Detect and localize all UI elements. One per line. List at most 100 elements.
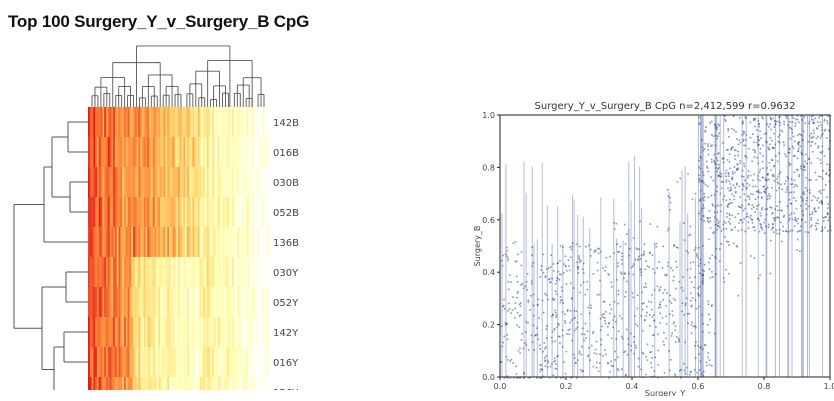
heatmap-cell [109,347,112,378]
scatter-point [761,176,764,179]
heatmap-cell [187,257,190,288]
scatter-point [707,196,710,199]
scatter-point [555,316,558,318]
scatter-point [562,246,564,248]
heatmap-cell [223,197,226,228]
scatter-point [692,325,695,328]
heatmap-cell [242,227,246,258]
heatmap-cell [95,137,98,168]
scatter-point [699,360,702,363]
scatter-point [500,361,502,364]
heatmap-cell [138,197,141,228]
heatmap-cell [118,347,121,378]
scatter-point [698,369,701,371]
heatmap-cell [208,317,211,348]
scatter-point [824,184,827,186]
heatmap-cell [199,107,202,138]
scatter-point [689,371,692,373]
heatmap-cell [183,287,186,318]
heatmap-cell [190,167,193,198]
scatter-point [750,255,752,257]
scatter-point [588,244,590,247]
row-label: 136B [273,238,299,249]
scatter-point [542,253,545,256]
scatter-point [730,147,733,149]
scatter-point [518,303,521,306]
scatter-point [716,128,718,131]
scatter-point [822,132,824,135]
scatter-point [774,208,776,210]
scatter-point [656,267,658,269]
scatter-point [614,359,616,361]
heatmap-cell [98,107,102,138]
scatter-point [522,347,525,350]
heatmap-cell [230,287,233,318]
scatter-point [598,248,601,250]
scatter-point [764,208,767,210]
heatmap-cell [109,287,112,318]
heatmap-cell [248,197,251,228]
heatmap-cell [104,107,107,138]
heatmap-cell [154,347,157,378]
heatmap-cell [212,227,215,258]
heatmap-cell [91,137,94,168]
scatter-point [555,368,558,370]
scatter-point [751,160,753,162]
scatter-point [501,259,503,262]
heatmap-cell [255,257,258,288]
heatmap-cell [142,167,145,198]
scatter-point [617,356,619,358]
heatmap-cell [174,317,177,348]
scatter-point [709,318,711,321]
heatmap-cell [176,137,179,168]
scatter-point [673,244,675,246]
scatter-point [539,368,542,370]
scatter-point [552,299,555,301]
heatmap-cell [131,107,134,138]
heatmap-cell [242,107,246,138]
scatter-point [734,154,736,157]
scatter-point [507,288,510,291]
scatter-point [731,214,733,217]
scatter-point [789,137,792,140]
heatmap-cell [255,377,258,401]
row-label: 136Y [273,388,299,390]
heatmap-cell [111,107,114,138]
heatmap-cell [237,317,240,348]
heatmap-cell [116,257,120,288]
heatmap-cell [169,347,172,378]
scatter-point [801,210,804,212]
heatmap-cell [201,257,204,288]
heatmap-cell [136,227,139,258]
heatmap-cell [115,227,118,258]
heatmap-cell [122,287,125,318]
scatter-point [821,202,823,204]
scatter-point [735,149,737,152]
scatter-point [732,173,734,175]
scatter-point [779,115,781,118]
scatter-point [586,330,589,332]
scatter-point [630,349,632,352]
heatmap-cell [172,377,175,401]
scatter-point [751,219,754,221]
scatter-point [584,337,587,339]
heatmap-cell [233,347,237,378]
scatter-point [723,115,726,118]
scatter-point [793,171,796,173]
heatmap-cell [124,167,127,198]
scatter-point [655,326,657,328]
heatmap-cell [187,167,190,198]
scatter-point [823,129,826,132]
scatter-point [617,251,619,253]
scatter-point [597,370,600,373]
scatter-point [757,139,759,141]
scatter-point [561,346,564,348]
scatter-point [807,141,810,143]
heatmap-cell [208,287,211,318]
heatmap-cell [181,257,184,288]
scatter-point [610,337,613,340]
scatter-point [723,281,726,283]
heatmap-cell [187,287,190,318]
heatmap-cell [226,197,229,228]
scatter-point [715,167,718,169]
